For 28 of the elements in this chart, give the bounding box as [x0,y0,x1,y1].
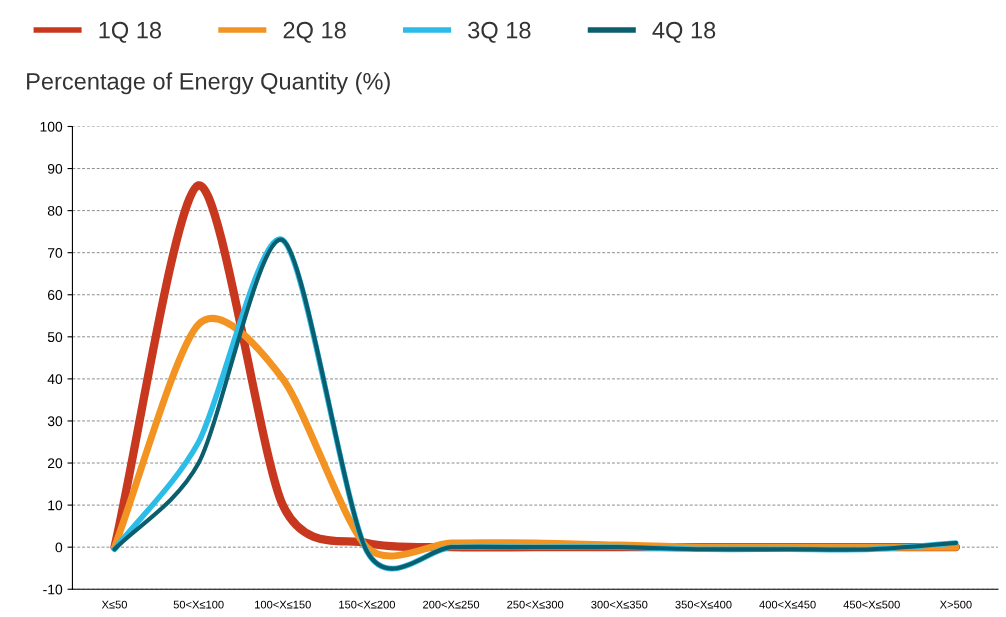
x-tick-label: 450<X≤500 [843,600,900,609]
x-tick-label: X≤50 [101,600,127,609]
chart-title: Percentage of Energy Quantity (%) [27,72,390,95]
x-tick-label: 200<X≤250 [423,600,480,609]
y-tick-label: 0 [55,542,63,553]
y-tick-label: 30 [47,416,63,427]
legend-label: 1Q 18 [99,21,162,43]
y-tick-label: 60 [47,290,63,300]
x-tick-label: 250<X≤300 [507,600,564,609]
y-tick-label: 40 [47,374,63,385]
x-tick-label: 300<X≤350 [591,600,648,609]
legend-label: 2Q 18 [283,21,346,43]
legend-label: 4Q 18 [652,21,716,43]
y-tick-label: -10 [43,584,63,595]
x-tick-label: X>500 [939,600,972,609]
x-tick-label: 150<X≤200 [339,600,396,609]
y-tick-label: 80 [47,205,63,216]
x-tick-label: 50<X≤100 [173,600,224,609]
legend-label: 3Q 18 [468,21,531,43]
x-tick-label: 350<X≤400 [675,600,732,609]
y-tick-label: 70 [47,248,63,258]
y-tick-label: 20 [47,458,63,469]
x-tick-label: 400<X≤450 [759,600,816,609]
y-tick-label: 10 [48,500,63,511]
y-tick-label: 100 [40,121,63,132]
y-tick-label: 90 [47,163,63,174]
y-tick-label: 50 [47,332,63,342]
x-tick-label: 100<X≤150 [255,600,311,609]
